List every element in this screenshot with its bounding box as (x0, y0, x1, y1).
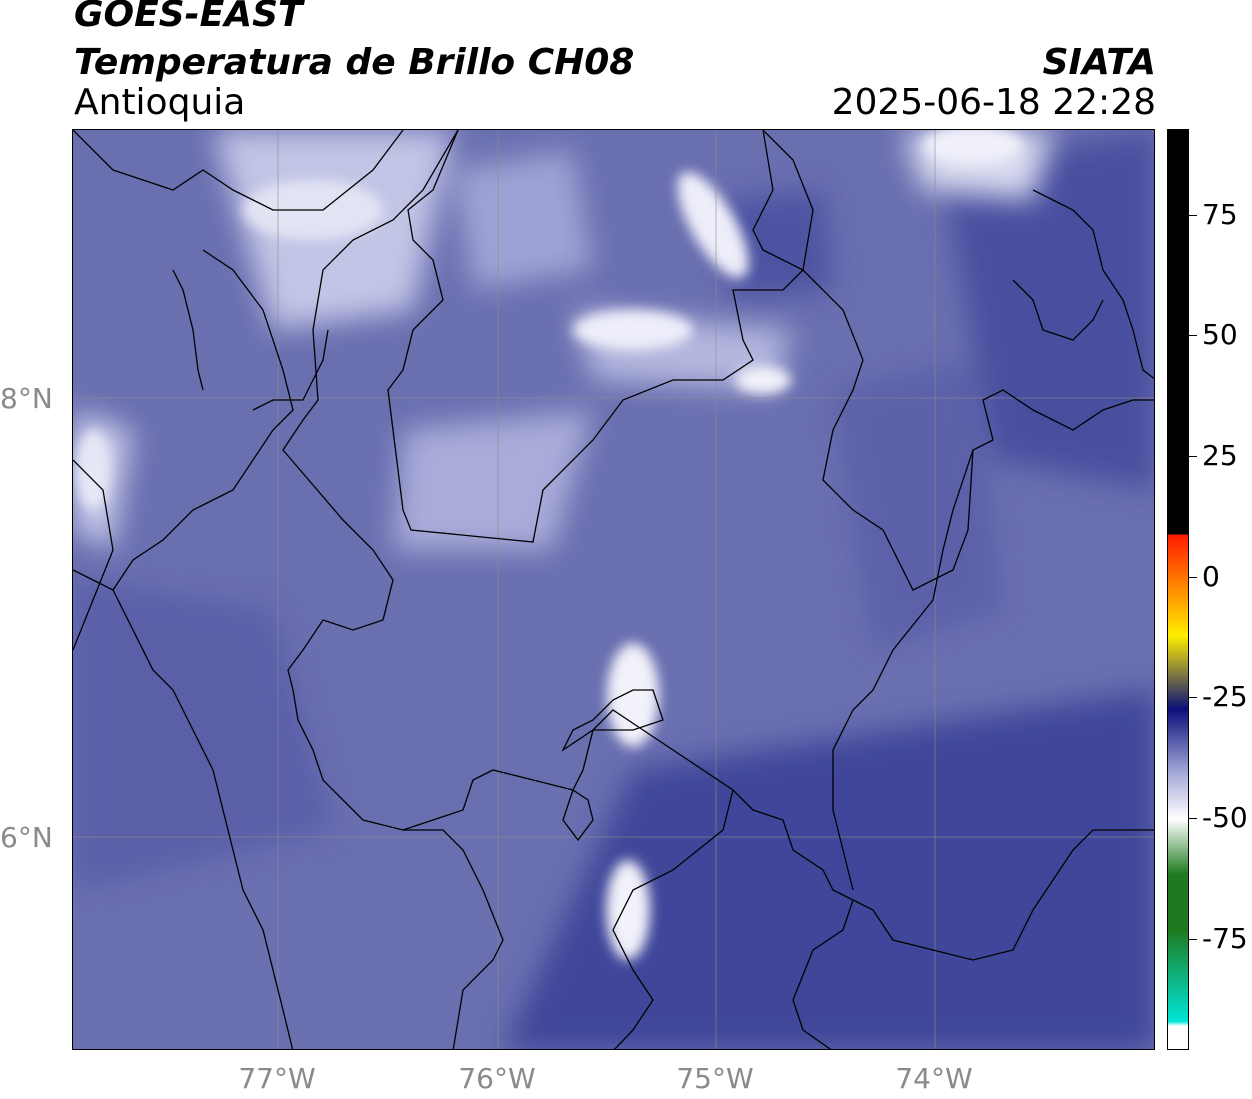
colorbar-tick (1189, 335, 1197, 336)
boundaries (73, 130, 1154, 1049)
colorbar-label-75: 75 (1202, 198, 1238, 231)
colorbar-tick (1189, 939, 1197, 940)
lon-label-75w: 75°W (676, 1062, 754, 1095)
colorbar-label-25: 25 (1202, 439, 1238, 472)
colorbar-tick (1189, 818, 1197, 819)
datetime-label: 2025-06-18 22:28 (831, 82, 1156, 123)
lon-label-77w: 77°W (238, 1062, 316, 1095)
satellite-map (72, 129, 1155, 1050)
map-canvas (73, 130, 1154, 1049)
colorbar-label-minus75: -75 (1202, 922, 1248, 955)
colorbar-tick (1189, 697, 1197, 698)
product-title: Temperatura de Brillo CH08 (74, 42, 635, 83)
lon-label-74w: 74°W (895, 1062, 973, 1095)
lat-label-6n: 6°N (0, 821, 53, 854)
dark-regions (73, 130, 1154, 1049)
organization-label: SIATA (1042, 42, 1156, 83)
colorbar (1167, 129, 1189, 1050)
colorbar-label-0: 0 (1202, 560, 1220, 593)
colorbar-tick (1189, 215, 1197, 216)
colorbar-label-minus50: -50 (1202, 801, 1248, 834)
light-regions (73, 130, 1053, 550)
colorbar-label-50: 50 (1202, 318, 1238, 351)
region-label: Antioquia (74, 82, 246, 123)
colorbar-tick (1189, 456, 1197, 457)
lat-label-8n: 8°N (0, 382, 53, 415)
colorbar-label-minus25: -25 (1202, 680, 1248, 713)
lon-label-76w: 76°W (458, 1062, 536, 1095)
colorbar-tick (1189, 577, 1197, 578)
satellite-title: GOES-EAST (74, 0, 303, 35)
